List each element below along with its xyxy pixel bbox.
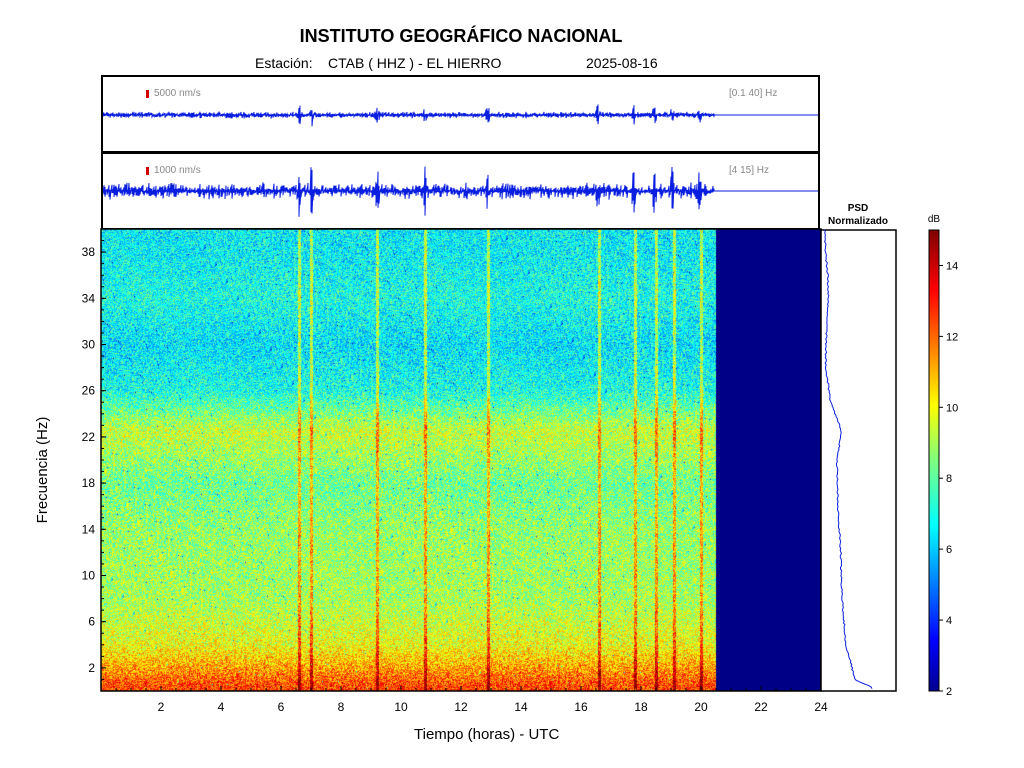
x-tick-label: 18 xyxy=(634,700,648,714)
scale-bar xyxy=(146,167,149,175)
psd-title: PSD xyxy=(848,203,869,214)
seismogram-trace xyxy=(103,104,818,127)
band-label: [0.1 40] Hz xyxy=(729,88,778,99)
colorbar-tick-label: 12 xyxy=(946,331,958,343)
y-tick-label: 34 xyxy=(82,291,96,305)
psd-curve xyxy=(824,229,873,689)
colorbar xyxy=(928,229,940,692)
date-label: 2025-08-16 xyxy=(586,55,658,71)
colorbar-tick-label: 4 xyxy=(946,615,952,627)
colorbar-tick-label: 6 xyxy=(946,544,952,556)
y-tick-label: 10 xyxy=(82,569,96,583)
x-tick-label: 12 xyxy=(454,700,468,714)
y-tick-label: 22 xyxy=(82,430,96,444)
scale-label: 5000 nm/s xyxy=(154,88,201,99)
psd-panel xyxy=(820,229,897,692)
x-tick-label: 14 xyxy=(514,700,528,714)
x-tick-label: 22 xyxy=(754,700,768,714)
y-tick-label: 18 xyxy=(82,476,96,490)
seismogram-trace xyxy=(103,166,818,217)
y-tick-label: 2 xyxy=(88,661,95,675)
y-tick-label: 6 xyxy=(88,615,95,629)
x-tick-label: 6 xyxy=(278,700,285,714)
y-axis-label: Frecuencia (Hz) xyxy=(34,417,51,524)
y-tick-label: 14 xyxy=(82,522,96,536)
page-title: INSTITUTO GEOGRÁFICO NACIONAL xyxy=(299,26,623,46)
x-tick-label: 20 xyxy=(694,700,708,714)
colorbar-tick-label: 14 xyxy=(946,260,958,272)
psd-subtitle: Normalizado xyxy=(828,216,888,227)
station-line: Estación: CTAB ( HHZ ) - EL HIERRO 2025-… xyxy=(0,55,1024,75)
y-tick-label: 38 xyxy=(82,245,96,259)
station-name: CTAB ( HHZ ) - EL HIERRO xyxy=(328,55,502,71)
x-axis-ticks: 2 4 6 8 10 12 14 16 18 20 22 24 xyxy=(115,686,828,714)
x-tick-label: 16 xyxy=(574,700,588,714)
scale-label: 1000 nm/s xyxy=(154,165,201,176)
x-tick-label: 4 xyxy=(218,700,225,714)
colorbar-tick-label: 2 xyxy=(946,686,952,698)
station-label: Estación: xyxy=(255,55,313,71)
colorbar-tick-label: 8 xyxy=(946,473,952,485)
colorbar-ticks: 2 4 6 8 10 12 14 xyxy=(939,260,958,698)
x-tick-label: 2 xyxy=(158,700,165,714)
x-axis-label: Tiempo (horas) - UTC xyxy=(414,726,559,743)
scale-bar xyxy=(146,90,149,98)
x-tick-label: 10 xyxy=(394,700,408,714)
colorbar-tick-label: 10 xyxy=(946,402,958,414)
colorbar-unit: dB xyxy=(928,214,941,225)
y-tick-label: 26 xyxy=(82,384,96,398)
trace-panel-filtered: 1000 nm/s [4 15] Hz xyxy=(101,152,820,230)
spectrogram xyxy=(101,229,821,691)
x-tick-label: 8 xyxy=(338,700,345,714)
x-tick-label: 24 xyxy=(814,700,828,714)
y-tick-label: 30 xyxy=(82,338,96,352)
band-label: [4 15] Hz xyxy=(729,165,770,176)
